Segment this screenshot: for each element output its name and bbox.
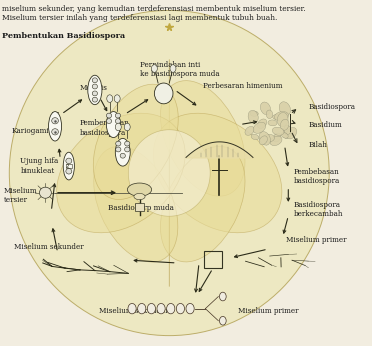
Circle shape <box>39 187 51 198</box>
Ellipse shape <box>147 303 155 314</box>
Circle shape <box>120 153 125 158</box>
Ellipse shape <box>273 133 281 142</box>
Ellipse shape <box>186 303 194 314</box>
Ellipse shape <box>154 83 173 104</box>
Ellipse shape <box>251 134 259 140</box>
Bar <box>135 203 144 211</box>
Circle shape <box>66 158 72 164</box>
Text: Miselium primer: Miselium primer <box>286 236 347 245</box>
Ellipse shape <box>160 81 245 196</box>
Circle shape <box>52 129 58 135</box>
Circle shape <box>116 147 121 152</box>
Ellipse shape <box>248 110 258 124</box>
Ellipse shape <box>48 111 62 141</box>
Circle shape <box>115 113 121 118</box>
Ellipse shape <box>281 133 288 138</box>
Ellipse shape <box>127 183 152 196</box>
Bar <box>204 251 222 268</box>
Text: Pembentukan
basidiospora: Pembentukan basidiospora <box>80 119 130 137</box>
Ellipse shape <box>219 316 226 325</box>
Ellipse shape <box>259 136 267 145</box>
Text: Basidium: Basidium <box>309 120 343 129</box>
Circle shape <box>106 113 112 118</box>
Circle shape <box>115 119 121 124</box>
Ellipse shape <box>106 111 121 137</box>
Text: Kariogami: Kariogami <box>11 127 49 136</box>
Circle shape <box>116 141 121 146</box>
Text: Perbesaran himenium: Perbesaran himenium <box>203 82 282 91</box>
Ellipse shape <box>93 84 178 200</box>
Text: Bilah: Bilah <box>309 141 328 149</box>
Ellipse shape <box>94 146 178 262</box>
Ellipse shape <box>138 303 146 314</box>
Ellipse shape <box>272 127 284 135</box>
Ellipse shape <box>157 303 165 314</box>
Ellipse shape <box>268 120 277 126</box>
Text: Miselium tersier inilah yang terdeferensiasi lagi membentuk tubuh buah.: Miselium tersier inilah yang terdeferens… <box>2 14 277 22</box>
Ellipse shape <box>260 102 270 115</box>
Text: Meiosis: Meiosis <box>80 84 108 92</box>
Ellipse shape <box>280 119 289 130</box>
Ellipse shape <box>277 112 288 127</box>
Circle shape <box>125 141 130 146</box>
Ellipse shape <box>9 10 329 336</box>
Ellipse shape <box>124 123 130 131</box>
Text: Pembentukan Basidiospora: Pembentukan Basidiospora <box>2 32 125 40</box>
Ellipse shape <box>283 131 292 138</box>
Text: Miselium sekunder: Miselium sekunder <box>14 243 84 252</box>
Ellipse shape <box>63 152 74 180</box>
Text: 2: 2 <box>65 164 69 169</box>
Ellipse shape <box>263 134 275 142</box>
Text: Basidiospora: Basidiospora <box>309 103 356 111</box>
Ellipse shape <box>257 119 267 128</box>
Ellipse shape <box>275 111 289 121</box>
Ellipse shape <box>279 102 291 116</box>
Circle shape <box>92 91 97 96</box>
Ellipse shape <box>114 95 120 102</box>
Text: Perpindahan inti
ke basidiospora muda: Perpindahan inti ke basidiospora muda <box>140 61 219 78</box>
Ellipse shape <box>283 128 290 135</box>
Ellipse shape <box>57 113 185 233</box>
Ellipse shape <box>167 303 175 314</box>
Text: Miselium primer: Miselium primer <box>238 307 299 316</box>
Bar <box>66 164 72 168</box>
Text: Ujung hifa
binukleat: Ujung hifa binukleat <box>20 157 59 175</box>
Ellipse shape <box>128 303 136 314</box>
Circle shape <box>92 78 97 83</box>
Ellipse shape <box>88 75 102 104</box>
Circle shape <box>52 118 58 124</box>
Ellipse shape <box>151 65 157 72</box>
Ellipse shape <box>250 111 258 116</box>
Ellipse shape <box>134 193 145 200</box>
Ellipse shape <box>153 113 282 233</box>
Ellipse shape <box>284 125 291 134</box>
Ellipse shape <box>107 95 113 102</box>
Ellipse shape <box>273 115 280 120</box>
Circle shape <box>125 147 130 152</box>
Text: Basidiokarp muda: Basidiokarp muda <box>108 203 174 212</box>
Ellipse shape <box>259 131 270 145</box>
Text: Miselium sekunder: Miselium sekunder <box>99 307 168 316</box>
Circle shape <box>106 119 112 124</box>
Ellipse shape <box>170 65 176 72</box>
Circle shape <box>92 84 97 89</box>
Text: miselium sekunder, yang kemudian terdeferensiasi membentuk miselium tersier.: miselium sekunder, yang kemudian terdefe… <box>2 5 305 13</box>
Ellipse shape <box>115 138 130 166</box>
Text: Miselium
tersier: Miselium tersier <box>4 187 37 204</box>
Ellipse shape <box>245 126 254 135</box>
Ellipse shape <box>219 292 226 301</box>
Text: Basidiospora
berkecambah: Basidiospora berkecambah <box>294 201 343 218</box>
Ellipse shape <box>270 136 282 146</box>
Ellipse shape <box>286 128 297 139</box>
Circle shape <box>66 169 72 174</box>
Text: Pembebasan
basidiospora: Pembebasan basidiospora <box>294 168 340 185</box>
Ellipse shape <box>115 123 121 131</box>
Ellipse shape <box>128 130 210 216</box>
Ellipse shape <box>266 110 273 119</box>
Ellipse shape <box>253 122 266 133</box>
Ellipse shape <box>160 146 245 262</box>
Ellipse shape <box>176 303 185 314</box>
Circle shape <box>92 97 97 102</box>
